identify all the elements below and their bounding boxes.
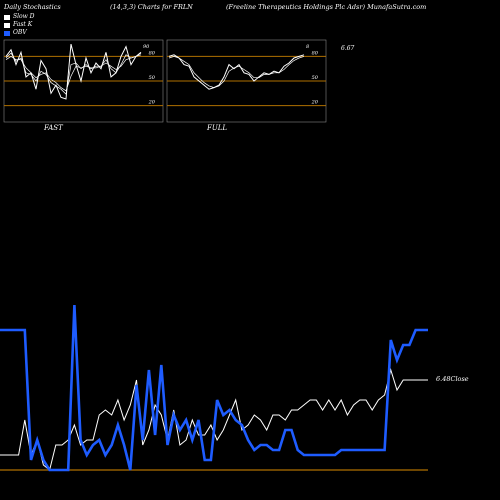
fast-panel-caption: FAST [44, 124, 63, 132]
chart-header-right: (Freeline Therapeutics Holdings Plc Adsr… [226, 3, 427, 11]
legend-swatch [4, 22, 10, 28]
full-level-label: 50 [312, 75, 319, 81]
legend-label: Fast K [13, 21, 33, 28]
legend-swatch [4, 30, 10, 36]
full-series-line [168, 56, 305, 88]
chart-header-left: Daily Stochastics [4, 3, 61, 11]
chart-header-center: (14,3,3) Charts for FRLN [110, 3, 193, 11]
fast-series-line [5, 54, 142, 92]
fast-level-label: 20 [148, 100, 156, 106]
fast-series-line [5, 52, 142, 95]
legend-entry-fast-k: Fast K [4, 21, 35, 29]
close-label: 6.48Close [436, 375, 469, 383]
legend-entry-slow-d: Slow D [4, 13, 35, 21]
fast-end-label: 90 [143, 44, 150, 50]
full-panel-caption: FULL [207, 124, 228, 132]
price-label: 6.67 [341, 45, 355, 52]
full-level-label: 20 [311, 100, 319, 106]
full-level-label: 80 [312, 50, 319, 56]
full-end-label: 8 [306, 44, 309, 50]
chart-legend: Slow D Fast K OBV [4, 13, 35, 37]
fast-level-label: 80 [149, 50, 156, 56]
fast-level-label: 50 [149, 75, 156, 81]
legend-label: OBV [13, 29, 27, 36]
legend-entry-obv: OBV [4, 29, 35, 37]
legend-swatch [4, 14, 10, 20]
legend-label: Slow D [13, 13, 35, 20]
full-series-line [168, 54, 305, 90]
fast-series-line [5, 43, 142, 100]
obv-line [0, 304, 428, 472]
